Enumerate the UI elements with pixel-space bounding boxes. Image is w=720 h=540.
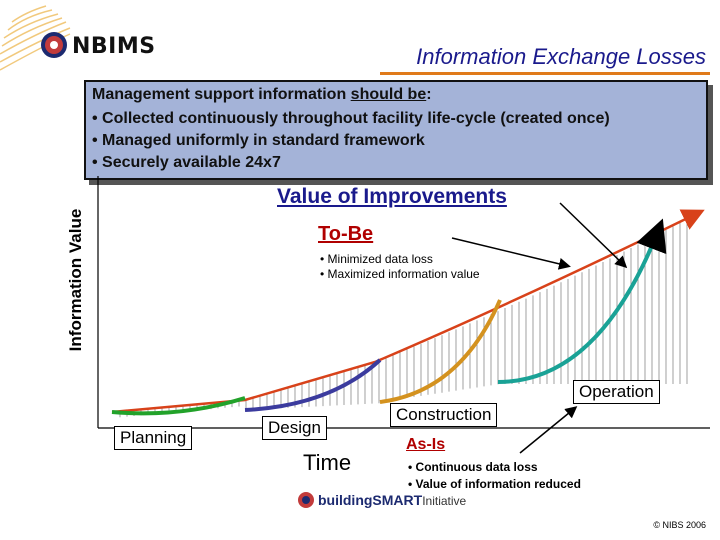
to-be-callout [451,237,571,270]
stage-operation-label: Operation [573,380,660,404]
as-is-label: As-Is [406,436,446,453]
as-is-bullet: • Continuous data loss [408,460,538,474]
logo-sub-text: Initiative [422,494,467,508]
heading-underlined: should be [350,86,427,103]
stage-construction-label: Construction [390,403,498,427]
slide-title: Information Exchange Losses [416,44,706,69]
operation-curve [497,218,667,384]
stage-planning-label: Planning [114,426,193,450]
as-is-bullet: • Value of information reduced [408,477,581,491]
info-box-heading: Management support information should be… [92,86,432,104]
info-box: Management support information should be… [84,80,708,180]
info-bullet: • Managed uniformly in standard framewor… [92,132,425,149]
copyright: © NIBS 2006 [653,520,706,530]
title-underline [380,72,710,75]
as-is-callout [519,406,578,454]
heading-prefix: Management support information [92,86,351,103]
info-bullet: • Collected continuously throughout faci… [92,110,610,127]
planning-curve [111,396,246,416]
to-be-bullet: • Maximized information value [320,267,480,281]
brand-name: NBIMS [72,34,156,59]
construction-curve [379,299,502,404]
value-of-improvements-label: Value of Improvements [277,185,507,208]
y-axis-label: Information Value [66,208,85,352]
logo-main-text: buildingSMART [318,492,423,508]
to-be-bullet: • Minimized data loss [320,252,433,266]
to-be-label: To-Be [318,223,374,245]
info-bullet: • Securely available 24x7 [92,154,281,171]
nbims-logo-graphic [0,5,71,71]
nbims-logo [0,0,200,80]
value-callout [559,202,628,269]
buildingsmart-logo-text: buildingSMARTInitiative [318,492,466,508]
design-curve [244,358,382,412]
buildingsmart-logo [298,492,314,508]
stage-design-label: Design [262,416,327,440]
heading-suffix: : [426,86,432,103]
x-axis-label: Time [303,450,352,475]
